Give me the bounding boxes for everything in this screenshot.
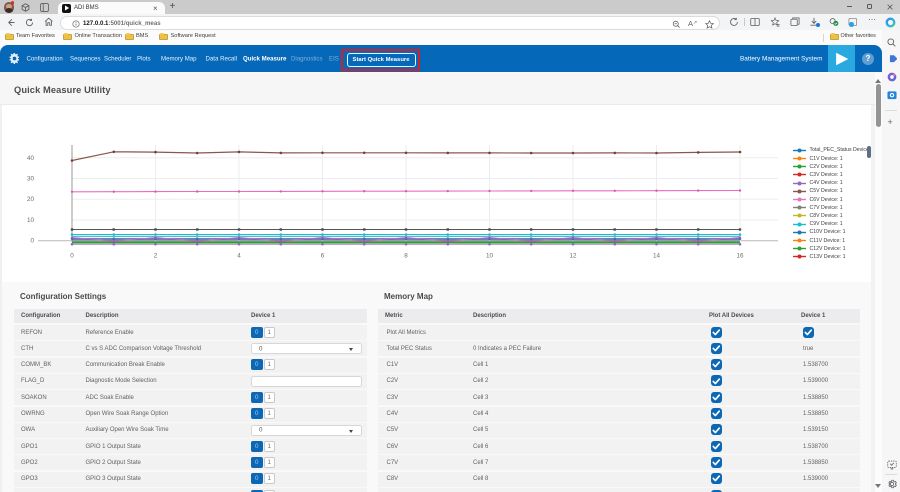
svg-text:4: 4	[237, 253, 241, 260]
svg-text:14: 14	[653, 253, 661, 260]
svg-text:10: 10	[486, 253, 494, 260]
svg-text:16: 16	[736, 253, 744, 260]
svg-text:8: 8	[404, 253, 408, 260]
svg-text:10: 10	[27, 217, 35, 224]
svg-text:2: 2	[154, 253, 158, 260]
svg-text:6: 6	[321, 253, 325, 260]
svg-text:0: 0	[30, 238, 34, 245]
svg-text:20: 20	[27, 196, 35, 203]
svg-text:0: 0	[70, 253, 74, 260]
svg-text:12: 12	[569, 253, 577, 260]
svg-text:30: 30	[27, 176, 35, 183]
svg-text:40: 40	[27, 155, 35, 162]
